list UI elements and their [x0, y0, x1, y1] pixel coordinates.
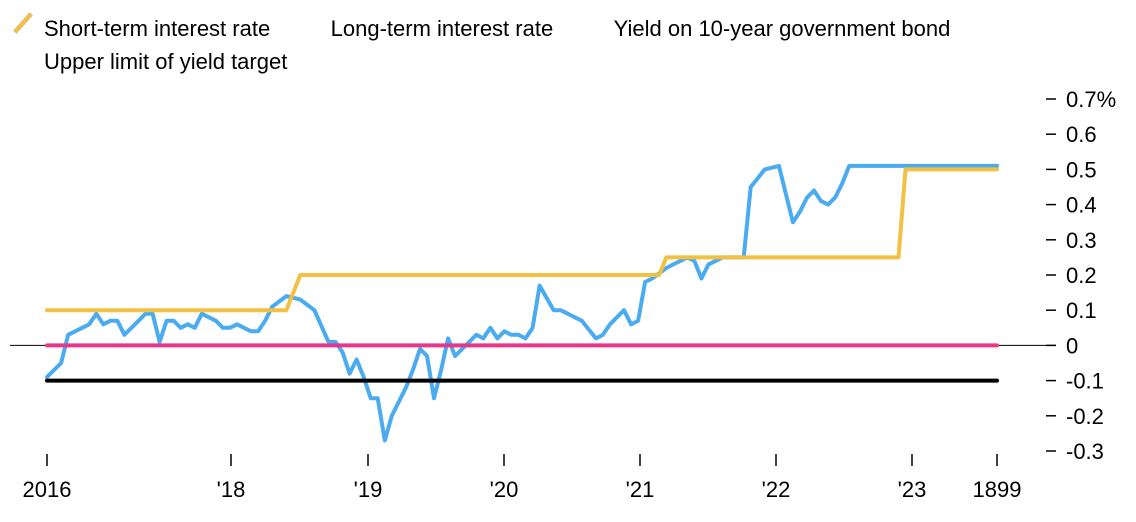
y-tick-label: -0.3 [1066, 439, 1104, 464]
y-tick-label: -0.2 [1066, 404, 1104, 429]
legend-item-short-term: Short-term interest rate [12, 12, 270, 45]
series-line-yield-on-10-year-government-bond [45, 163, 999, 443]
y-tick-label: 0.6 [1066, 122, 1097, 147]
y-tick-label: 0.5 [1066, 157, 1097, 182]
legend-label-yield-target: Upper limit of yield target [44, 49, 288, 74]
x-tick-label: '20 [490, 477, 519, 502]
x-tick-label: 1899 [973, 477, 1022, 502]
x-tick-label: '22 [762, 477, 791, 502]
legend-swatch-yield-target [12, 12, 34, 73]
x-tick-label: 2016 [23, 477, 72, 502]
y-tick-label: 0.2 [1066, 263, 1097, 288]
series-line-upper-limit-of-yield-target [45, 167, 999, 313]
legend-item-bond-yield: Yield on 10-year government bond [13, 12, 951, 45]
x-tick-label: '18 [217, 477, 246, 502]
y-tick-label: 0 [1066, 333, 1078, 358]
x-tick-label: '19 [354, 477, 383, 502]
legend-label-long-term: Long-term interest rate [330, 16, 554, 41]
legend-label-bond-yield: Yield on 10-year government bond [613, 16, 951, 41]
legend-item-yield-target: Upper limit of yield target [12, 12, 288, 78]
y-tick-label: 0.4 [1066, 193, 1097, 218]
y-tick-label: 0.1 [1066, 298, 1097, 323]
legend-label-short-term: Short-term interest rate [44, 16, 271, 41]
y-tick-label: -0.1 [1066, 369, 1104, 394]
x-tick-label: '23 [898, 477, 927, 502]
legend: Short-term interest rate Long-term inter… [12, 12, 1122, 78]
y-tick-label: 0.3 [1066, 228, 1097, 253]
x-tick-label: '21 [626, 477, 655, 502]
y-tick-label: 0.7% [1066, 87, 1116, 112]
